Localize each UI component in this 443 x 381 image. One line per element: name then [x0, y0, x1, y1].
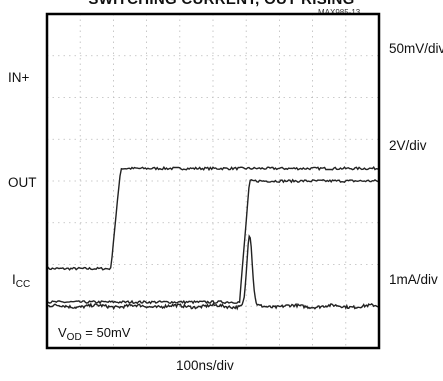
scale-label-in-plus: 50mV/div: [389, 41, 443, 56]
trace-in-plus: [46, 165, 380, 271]
x-axis-label: 100ns/div: [176, 358, 234, 373]
trace-label-icc: ICC: [12, 272, 31, 290]
trace-icc: [46, 234, 380, 311]
scale-label-out: 2V/div: [389, 138, 427, 153]
part-number: MAX985-13: [318, 8, 361, 17]
trace-out: [46, 178, 380, 305]
grid: [47, 14, 379, 348]
icc-sub: CC: [15, 279, 31, 290]
traces: [46, 165, 380, 311]
trace-label-out: OUT: [8, 175, 37, 190]
trace-label-in-plus: IN+: [8, 70, 30, 85]
scale-label-icc: 1mA/div: [389, 272, 438, 287]
chart-title: SWITCHING CURRENT, OUT RISING: [0, 0, 443, 8]
plot-frame: [45, 12, 381, 350]
vod-annotation: VOD = 50mV: [56, 325, 133, 343]
icc-main: I: [12, 272, 16, 287]
